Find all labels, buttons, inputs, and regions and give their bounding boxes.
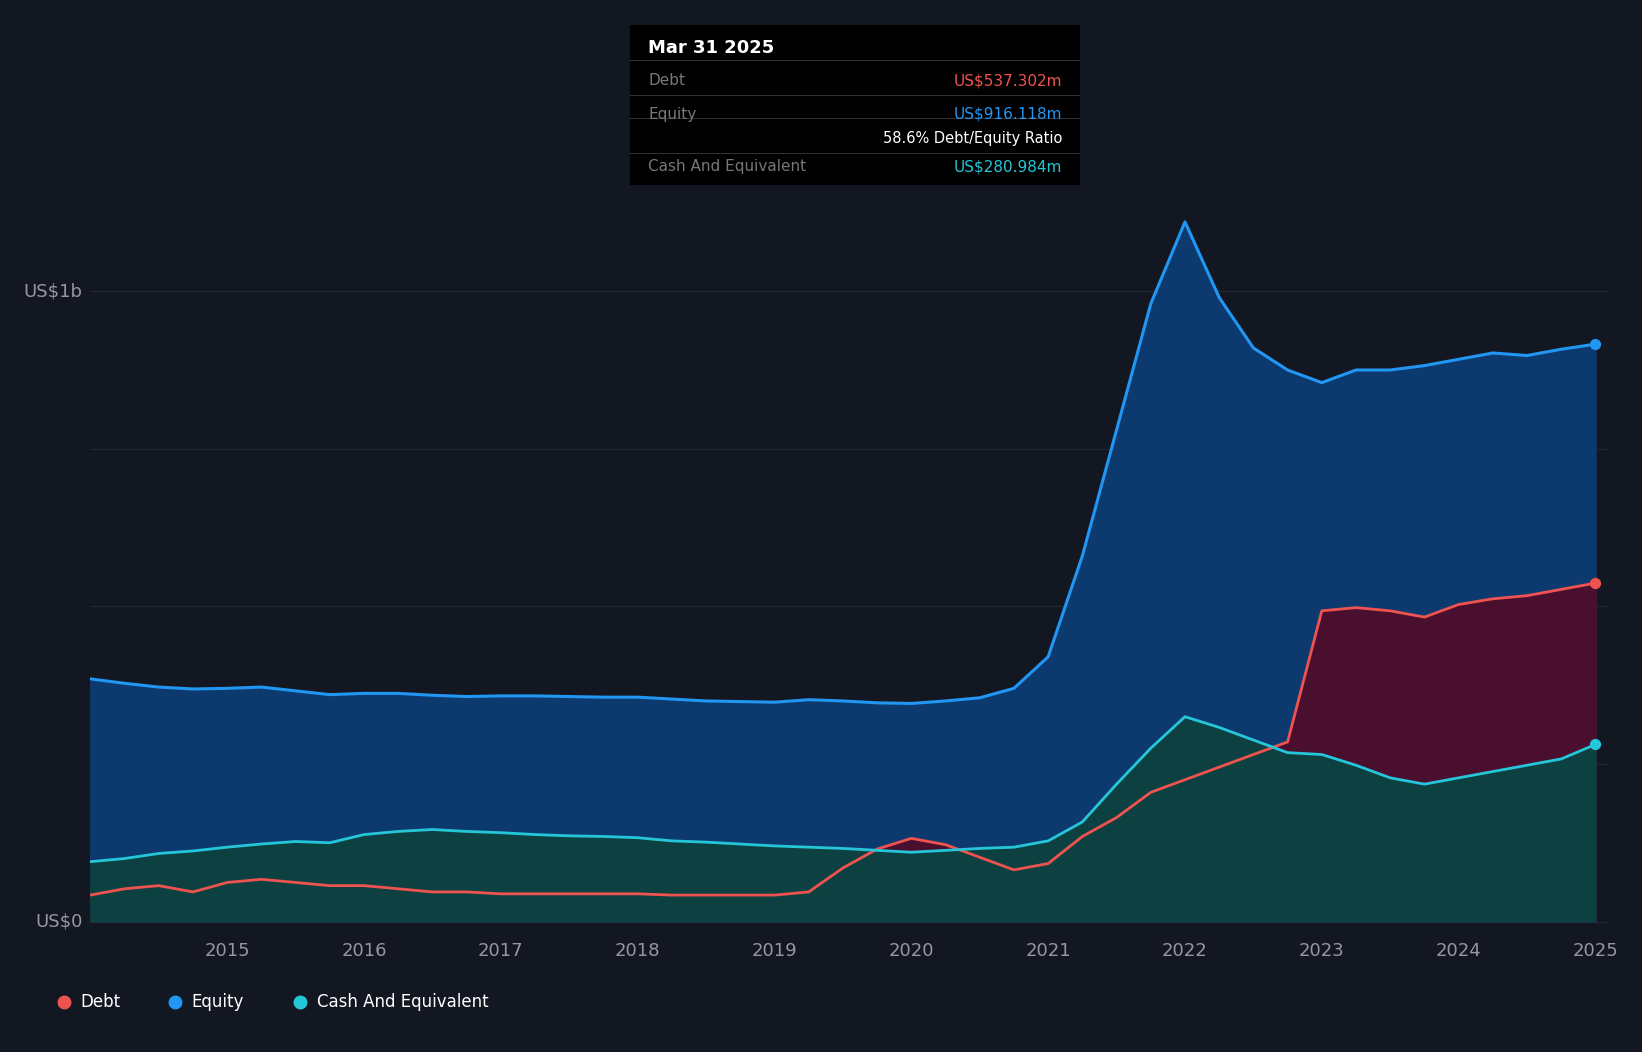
Text: US$280.984m: US$280.984m — [954, 160, 1062, 175]
Point — [1583, 736, 1609, 753]
Point — [1583, 336, 1609, 352]
Text: US$916.118m: US$916.118m — [954, 106, 1062, 122]
Text: Mar 31 2025: Mar 31 2025 — [649, 39, 775, 58]
Text: Cash And Equivalent: Cash And Equivalent — [649, 160, 806, 175]
Text: 58.6% Debt/Equity Ratio: 58.6% Debt/Equity Ratio — [883, 130, 1062, 145]
Point — [1583, 574, 1609, 591]
Text: Equity: Equity — [649, 106, 696, 122]
Text: US$0: US$0 — [36, 912, 82, 931]
Text: Equity: Equity — [190, 993, 243, 1011]
Text: US$537.302m: US$537.302m — [954, 73, 1062, 88]
Text: Cash And Equivalent: Cash And Equivalent — [317, 993, 488, 1011]
Text: Debt: Debt — [80, 993, 120, 1011]
Text: US$1b: US$1b — [23, 282, 82, 300]
Text: Debt: Debt — [649, 73, 685, 88]
